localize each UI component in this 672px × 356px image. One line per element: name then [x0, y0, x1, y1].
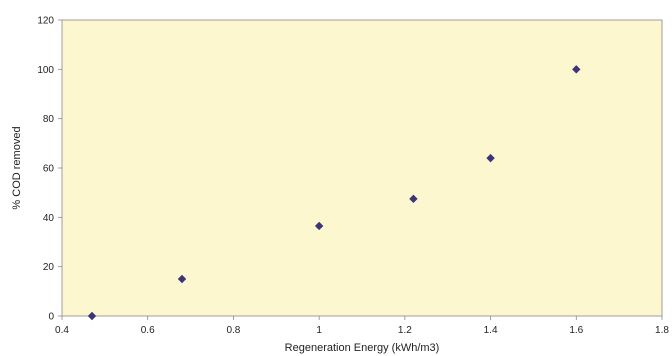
data-point-marker — [486, 153, 495, 163]
data-point-marker — [87, 311, 97, 321]
y-tick-label: 20 — [43, 262, 55, 273]
y-tick-label: 40 — [43, 213, 55, 224]
x-axis-title: Regeneration Energy (kWh/m3) — [285, 342, 440, 354]
y-tick-label: 120 — [37, 16, 54, 27]
data-point-marker — [572, 65, 581, 74]
data-point-marker — [409, 194, 418, 204]
x-tick-label: 1.6 — [569, 325, 583, 336]
data-points — [87, 65, 581, 321]
y-tick-label: 60 — [43, 164, 55, 175]
x-tick-label: 1.8 — [655, 325, 669, 336]
x-tick-label: 1.4 — [484, 325, 498, 336]
data-point-marker — [314, 221, 324, 231]
y-tick-label: 80 — [43, 114, 55, 125]
y-axis-title: % COD removed — [11, 126, 23, 209]
plot-area — [61, 19, 663, 317]
x-tick-label: 0.4 — [55, 325, 69, 336]
y-tick-label: 0 — [48, 312, 54, 323]
x-tick-label: 1.2 — [398, 325, 412, 336]
x-tick-label: 1 — [316, 325, 322, 336]
y-tick-label: 100 — [37, 65, 54, 76]
data-point-marker — [177, 274, 187, 284]
y-axis: 0 20 40 60 80 100 120 — [37, 16, 62, 323]
x-tick-label: 0.8 — [226, 325, 240, 336]
x-axis: 0.4 0.6 0.8 1 1.2 1.4 1.6 1.8 — [55, 316, 669, 336]
x-tick-label: 0.6 — [141, 325, 155, 336]
